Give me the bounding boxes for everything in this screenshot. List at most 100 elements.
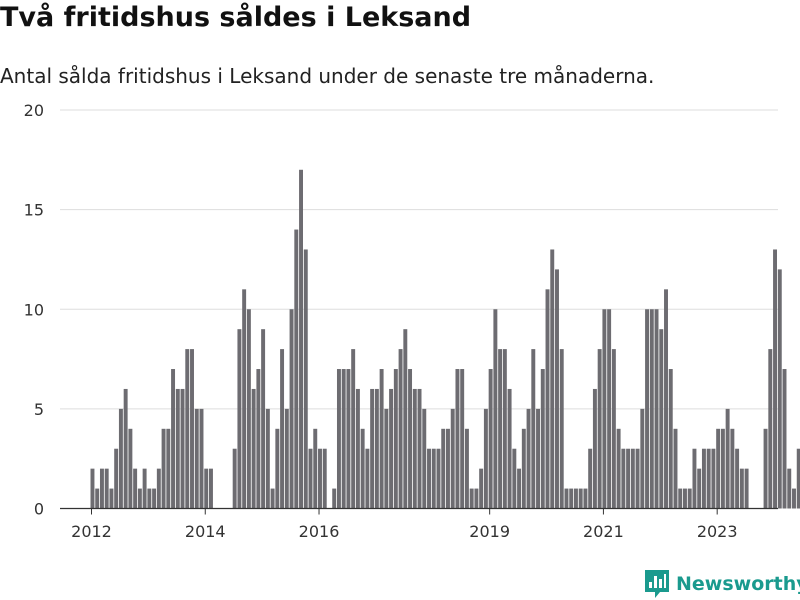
bar [730,428,735,509]
bar [441,428,446,509]
bar [635,448,640,509]
x-axis: 2012201420162019202120232025 [60,507,778,541]
bar [611,349,616,509]
bar [389,388,394,509]
bar [355,388,360,509]
bar [123,388,128,509]
bar [318,448,322,509]
bar [692,448,697,509]
bar [351,349,356,509]
bar [526,408,531,509]
bar [654,309,659,509]
bar [796,448,800,509]
bar [99,468,104,509]
brand-name: Newsworthy [676,573,800,595]
bar [403,329,408,509]
bar [744,468,749,509]
bar [90,468,95,509]
bar [313,428,318,509]
bar [502,349,507,509]
brand-logo: Newsworthy [644,569,800,599]
bar [777,269,782,509]
y-tick-label: 0 [34,500,44,519]
bar [531,349,536,509]
bar [398,349,403,509]
bar [408,369,413,509]
bar [156,468,161,509]
bar [578,488,583,509]
bar [725,408,730,509]
bar [573,488,578,509]
bar [261,329,266,509]
bar [204,468,209,509]
bar [341,369,346,509]
bar [464,428,469,509]
bar [597,349,602,509]
bar [374,388,379,509]
y-tick-label: 10 [24,300,44,319]
bar [450,408,455,509]
gridlines [60,109,778,410]
bar [427,448,431,509]
bar [109,488,114,509]
bar [479,468,484,509]
bar [190,349,194,509]
bar [640,408,645,509]
bar [166,428,171,509]
bar [175,388,180,509]
bar [787,468,792,509]
bar [161,428,166,509]
bar [716,428,721,509]
bar [645,309,650,509]
bar [199,408,204,509]
x-tick-label: 2019 [469,522,510,541]
bar [346,369,351,509]
bar [488,369,493,509]
bar [365,448,370,509]
bar [431,448,436,509]
bar [763,428,768,509]
bar [540,369,545,509]
bar [185,349,190,509]
bar [275,428,280,509]
bar [564,488,569,509]
bar [152,488,157,509]
bar [194,408,199,509]
bar [720,428,725,509]
bar [332,488,337,509]
bar [417,388,422,509]
bar [607,309,612,509]
bars [90,169,800,509]
bar [630,448,635,509]
bar [280,349,285,509]
bar [673,428,678,509]
bar [621,448,626,509]
bar [114,448,119,509]
y-tick-label: 15 [24,201,44,220]
x-tick-label: 2021 [583,522,624,541]
bar [289,309,294,509]
y-tick-label: 20 [24,101,44,120]
bar [209,468,213,509]
bar [659,329,664,509]
bar [379,369,384,509]
bar [521,428,526,509]
bar [460,369,465,509]
bar [735,448,740,509]
bar [664,289,668,509]
bar [270,488,275,509]
bar [242,289,247,509]
bar [555,269,559,509]
x-tick-label: 2016 [299,522,340,541]
bar [649,309,654,509]
bar [265,408,270,509]
bar [517,468,522,509]
bar [246,309,251,509]
bar [232,448,237,509]
bar [493,309,498,509]
bar [602,309,607,509]
bar [678,488,683,509]
bar [147,488,152,509]
x-tick-label: 2012 [71,522,112,541]
